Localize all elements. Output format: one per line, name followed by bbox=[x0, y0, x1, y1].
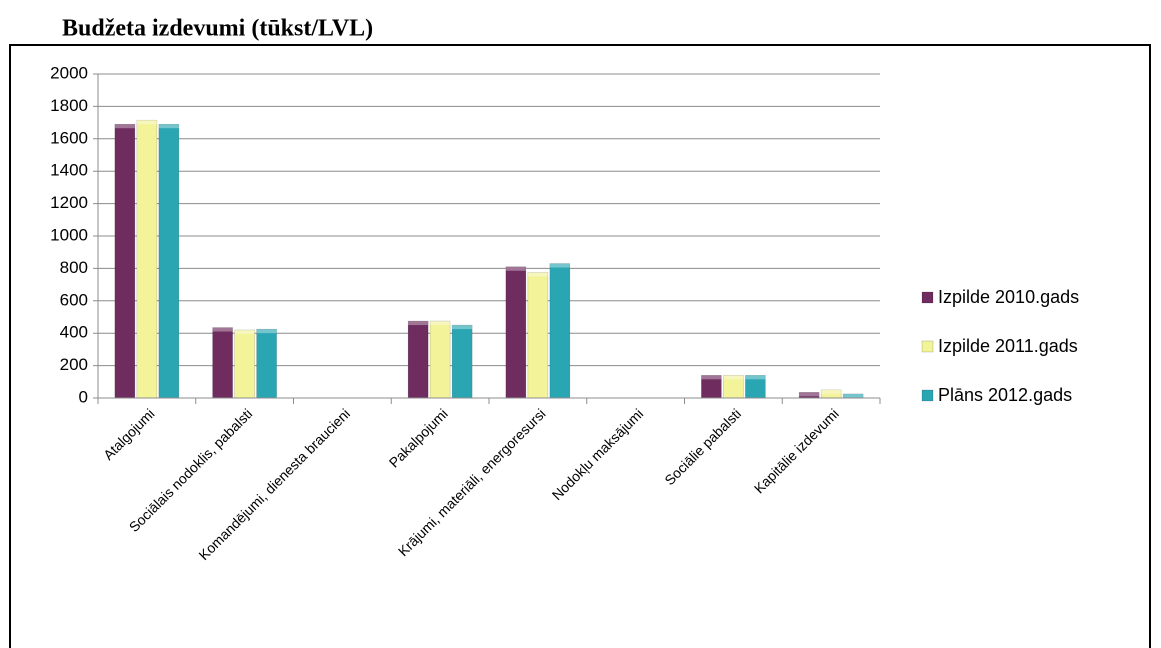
x-tick-label: Kapitālie izdevumi bbox=[751, 405, 842, 496]
bar bbox=[549, 263, 571, 399]
bar-top bbox=[256, 329, 277, 334]
x-tick-label: Atalgojumi bbox=[100, 405, 158, 463]
y-tick-label: 400 bbox=[60, 323, 88, 342]
y-tick-label: 1600 bbox=[50, 128, 88, 147]
bar-top bbox=[430, 321, 451, 326]
legend-marker bbox=[921, 291, 934, 304]
legend-label: Izpilde 2011.gads bbox=[938, 336, 1078, 356]
x-tick-label: Pakalpojumi bbox=[386, 405, 451, 470]
x-tick-label: Sociālie pabalsti bbox=[661, 405, 744, 488]
bar-top bbox=[114, 124, 135, 129]
bar-top bbox=[723, 375, 744, 380]
bar bbox=[407, 320, 429, 399]
bar-top bbox=[701, 375, 722, 380]
y-tick-label: 1800 bbox=[50, 96, 88, 115]
bar bbox=[234, 329, 255, 399]
legend-label: Plāns 2012.gads bbox=[938, 385, 1072, 405]
bar-top bbox=[821, 389, 842, 394]
y-tick-label: 600 bbox=[60, 290, 88, 309]
bar bbox=[429, 320, 451, 399]
bar-top bbox=[212, 327, 233, 332]
bar-top bbox=[158, 124, 179, 129]
bar-top bbox=[408, 321, 429, 326]
chart-frame bbox=[9, 44, 1151, 648]
y-tick-label: 800 bbox=[60, 258, 88, 277]
bar bbox=[212, 327, 233, 399]
legend-label: Izpilde 2010.gads bbox=[938, 287, 1079, 307]
y-tick-label: 2000 bbox=[50, 63, 88, 82]
bar bbox=[158, 123, 180, 399]
bar-top bbox=[527, 272, 548, 277]
bar-top bbox=[234, 329, 255, 334]
bar bbox=[136, 119, 158, 399]
y-tick-label: 0 bbox=[79, 387, 88, 406]
bar-top bbox=[745, 375, 766, 380]
bar-top bbox=[843, 393, 864, 398]
legend-marker bbox=[921, 389, 934, 402]
bar-top bbox=[136, 120, 157, 125]
bar bbox=[527, 272, 549, 399]
bar bbox=[505, 266, 527, 399]
y-tick-label: 200 bbox=[60, 355, 88, 374]
chart-title: Budžeta izdevumi (tūkst/LVL) bbox=[62, 16, 373, 42]
bar bbox=[114, 123, 136, 399]
bar-top bbox=[452, 325, 473, 330]
y-tick-label: 1200 bbox=[50, 193, 88, 212]
y-tick-label: 1000 bbox=[50, 225, 88, 244]
x-tick-label: Nodokļu maksājumi bbox=[549, 405, 647, 503]
legend-marker bbox=[921, 340, 934, 353]
bar bbox=[451, 324, 473, 399]
bar bbox=[256, 328, 277, 399]
bar-top bbox=[549, 263, 570, 268]
bar-top bbox=[505, 266, 526, 271]
bar-top bbox=[799, 392, 820, 397]
y-tick-label: 1400 bbox=[50, 161, 88, 180]
